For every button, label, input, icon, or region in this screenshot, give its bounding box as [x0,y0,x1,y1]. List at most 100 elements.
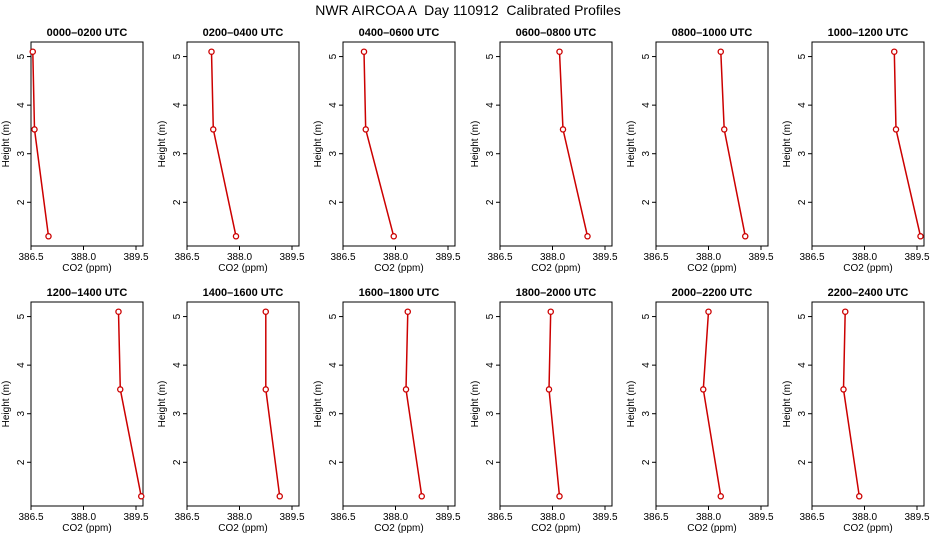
panel-9-y-axis-label: Height (m) [313,381,324,428]
panel-2-y-tick-label: 4 [172,102,183,108]
panel-4-y-axis-label: Height (m) [470,121,481,168]
panel-8-x-axis-label: CO2 (ppm) [218,523,267,534]
panel-2-plot-frame [186,41,300,247]
panel-7-y-tick-label: 2 [16,459,27,465]
panel-3-x-tick-label: 386.5 [330,252,355,263]
panel-5-series-line [720,51,747,237]
panel-4-series-line [558,51,589,237]
figure-title: NWR AIRCOA A Day 110912 Calibrated Profi… [315,2,621,18]
panel-10-x-axis-label: CO2 (ppm) [531,523,580,534]
panel-12-x-tick-label: 388.0 [852,512,877,523]
panel-3-y-tick-label: 3 [328,150,339,156]
panel-3-title: 0400–0600 UTC [359,27,440,39]
panel-9-title: 1600–1800 UTC [359,287,440,299]
panel-6: 1000–1200 UTC 386.5 388.0 389.5 2 3 4 5 CO2 (ppm… [782,27,930,274]
panel-1-y-tick-label: 4 [16,102,27,108]
panel-9-x-tick-label: 389.5 [435,512,460,523]
panel-1-y-tick-label: 2 [16,199,27,205]
panel-9-series-line [405,311,423,497]
panel-9-x-axis-label: CO2 (ppm) [374,523,423,534]
panel-9-data-point [402,386,410,393]
panel-3: 0400–0600 UTC 386.5 388.0 389.5 2 3 4 5 CO2 (ppm… [313,27,461,274]
panel-11-plot-frame [655,301,769,507]
panel-4-x-tick-label: 386.5 [487,252,512,263]
panel-6-x-axis-label: CO2 (ppm) [843,263,892,274]
panel-12-y-axis-label: Height (m) [782,381,793,428]
panel-2-data-point [208,48,215,55]
panel-7-data-point [137,493,145,500]
panel-11-y-tick-label: 2 [641,459,652,465]
panel-6-title: 1000–1200 UTC [828,27,909,39]
panel-1-y-tick-label: 3 [16,150,27,156]
panel-9-data-point [404,308,411,315]
panel-3-plot-frame [342,41,456,247]
panel-11-x-axis-label: CO2 (ppm) [687,523,736,534]
panel-6-x-tick-label: 386.5 [799,252,824,263]
panel-7-x-tick-label: 386.5 [18,512,43,523]
panel-8-x-tick-label: 389.5 [279,512,304,523]
panel-9-y-tick-label: 4 [328,362,339,368]
panel-8-data-point [262,308,269,315]
panel-4-y-tick-label: 5 [485,53,496,59]
panel-7-series-line [117,311,142,497]
panel-5-data-point [721,126,728,133]
panel-4-x-tick-label: 389.5 [592,252,617,263]
panel-5-x-tick-label: 389.5 [748,252,773,263]
panel-10-plot-frame [499,301,613,507]
panel-6-data-point [891,48,898,55]
panel-12-x-axis-label: CO2 (ppm) [843,523,892,534]
panel-7-data-point [115,308,122,315]
panel-4-x-axis-label: CO2 (ppm) [531,263,580,274]
panel-10-title: 1800–2000 UTC [516,287,597,299]
panel-12-y-tick-label: 3 [797,410,808,416]
panel-4-data-point [559,126,567,133]
panel-10-series-line [548,311,561,497]
panel-2-data-point [209,126,217,133]
panel-9-x-tick-label: 388.0 [383,512,408,523]
panel-3-y-tick-label: 4 [328,102,339,108]
panel-12-series-line [842,311,861,497]
panel-11-y-tick-label: 3 [641,410,652,416]
panel-10-x-tick-label: 389.5 [592,512,617,523]
panel-1-data-point [29,48,36,55]
panel-12-y-tick-label: 2 [797,459,808,465]
panel-9-y-tick-label: 3 [328,410,339,416]
panel-2: 0200–0400 UTC 386.5 388.0 389.5 2 3 4 5 CO2 (ppm… [157,27,305,274]
panel-8-series-line [265,311,281,497]
panel-7: 1200–1400 UTC 386.5 388.0 389.5 2 3 4 5 CO2 (ppm… [1,287,149,534]
panel-4-plot-frame [499,41,613,247]
panel-5-y-tick-label: 4 [641,102,652,108]
panel-8-y-tick-label: 2 [172,459,183,465]
panel-10-data-point [545,386,553,393]
panel-8-x-tick-label: 388.0 [227,512,252,523]
panel-12-title: 2200–2400 UTC [828,287,909,299]
panel-7-y-axis-label: Height (m) [1,381,12,428]
panel-6-plot-frame [811,41,925,247]
panel-10: 1800–2000 UTC 386.5 388.0 389.5 2 3 4 5 CO2 (ppm… [470,287,618,534]
panel-3-x-tick-label: 389.5 [435,252,460,263]
panel-2-x-axis-label: CO2 (ppm) [218,263,267,274]
panel-1-x-axis-label: CO2 (ppm) [62,263,111,274]
panel-9-plot-frame [342,301,456,507]
panel-6-data-point [917,233,924,240]
panel-11-data-point [705,308,712,315]
panel-3-y-axis-label: Height (m) [313,121,324,168]
panel-4-data-point [584,233,591,240]
panel-11-y-tick-label: 4 [641,362,652,368]
panel-5-y-tick-label: 3 [641,150,652,156]
panel-8-y-tick-label: 5 [172,313,183,319]
panel-10-x-tick-label: 388.0 [540,512,565,523]
panel-6-y-tick-label: 4 [797,102,808,108]
panel-8-title: 1400–1600 UTC [203,287,284,299]
panel-6-y-axis-label: Height (m) [782,121,793,168]
panel-9-data-point [418,493,425,500]
panel-1-y-axis-label: Height (m) [1,121,12,168]
panel-2-y-tick-label: 5 [172,53,183,59]
panel-7-data-point [117,386,124,393]
panel-12-data-point [840,386,847,393]
panel-7-y-tick-label: 3 [16,410,27,416]
panel-11-x-tick-label: 386.5 [643,512,668,523]
panel-10-y-tick-label: 4 [485,362,496,368]
panel-6-series-line [893,51,922,237]
